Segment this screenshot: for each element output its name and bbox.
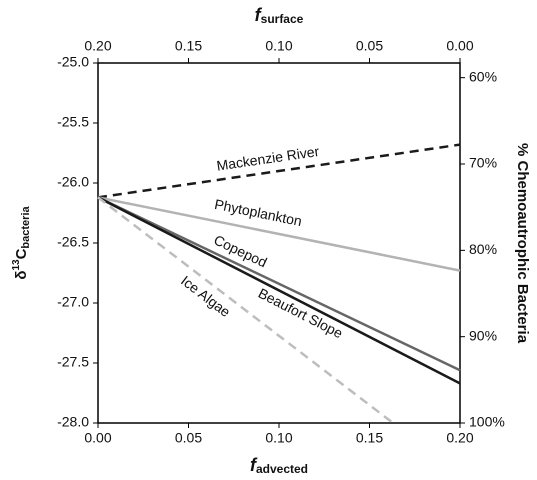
y-tick-label: -25.5 xyxy=(57,114,89,130)
y-label-pre: δ xyxy=(13,271,30,280)
x-tick-label: 0.20 xyxy=(446,430,473,446)
y-label-main: C xyxy=(13,248,30,259)
x2-tick-label: 0.20 xyxy=(84,38,111,54)
y-tick-label: -27.5 xyxy=(57,354,89,370)
series-line xyxy=(97,196,461,272)
x-tick-label: 0.05 xyxy=(175,430,202,446)
y2-axis-label: % Chemoautrophic Bacteria xyxy=(514,143,531,344)
x2-axis-label: fsurface xyxy=(255,5,304,26)
y-label-sup: 13 xyxy=(11,259,22,271)
plot-frame xyxy=(97,62,461,424)
series-line xyxy=(97,196,394,424)
y-tick-label: -28.0 xyxy=(57,414,89,430)
series-line xyxy=(97,196,461,385)
x-tick-label: 0.00 xyxy=(84,430,111,446)
x-tick-label: 0.10 xyxy=(265,430,292,446)
x-label-main: f xyxy=(250,455,258,475)
y2-tick-label: 100% xyxy=(469,414,505,430)
y-tick-label: -25.0 xyxy=(57,54,89,70)
series-line xyxy=(97,143,461,199)
x2-label-main: f xyxy=(255,5,263,25)
y2-tick-label: 70% xyxy=(469,155,497,171)
x2-tick-label: 0.00 xyxy=(446,38,473,54)
x-axis-label: fadvected xyxy=(250,455,308,476)
series-label: Mackenzie River xyxy=(215,143,320,174)
x2-tick-label: 0.05 xyxy=(356,38,383,54)
y-tick-label: -26.0 xyxy=(57,174,89,190)
x2-tick-label: 0.10 xyxy=(265,38,292,54)
x-tick-label: 0.15 xyxy=(356,430,383,446)
x2-tick-label: 0.15 xyxy=(175,38,202,54)
series-line xyxy=(97,196,461,372)
y-tick-label: -26.5 xyxy=(57,234,89,250)
y-label-sub: bacteria xyxy=(20,205,32,248)
x-label-sub: advected xyxy=(256,462,308,476)
y-axis-label: δ13Cbacteria xyxy=(11,205,32,279)
y2-tick-label: 80% xyxy=(469,241,497,257)
y-tick-label: -27.0 xyxy=(57,294,89,310)
y2-tick-label: 60% xyxy=(469,68,497,84)
y2-tick-label: 90% xyxy=(469,327,497,343)
x2-label-sub: surface xyxy=(261,12,304,26)
